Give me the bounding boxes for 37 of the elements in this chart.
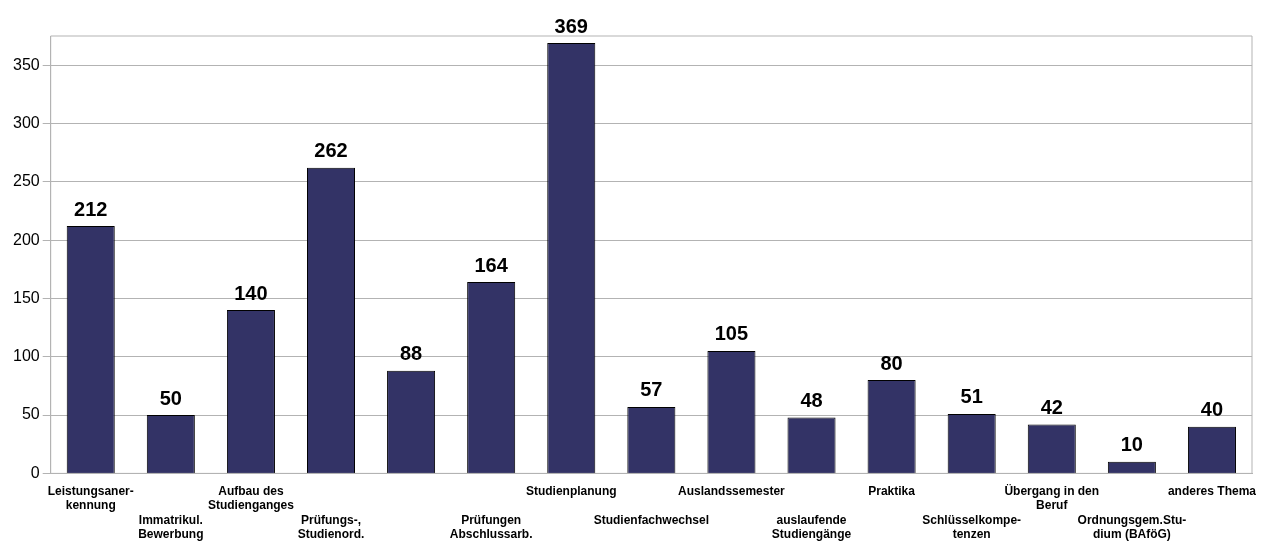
x-tick-label: Studienfachwechsel xyxy=(593,512,710,527)
x-tick-label: anderes Thema xyxy=(1167,483,1257,498)
y-tick-label: 0 xyxy=(30,463,40,481)
data-label: 212 xyxy=(74,197,108,220)
data-label: 48 xyxy=(800,388,823,411)
data-label: 105 xyxy=(714,322,749,345)
data-label: 40 xyxy=(1200,398,1224,421)
data-label: 10 xyxy=(1120,433,1143,456)
x-tick-label: auslaufende Studiengänge xyxy=(771,512,852,542)
x-tick-label: Schlüsselkompe- tenzen xyxy=(922,512,1022,542)
x-tick-label: Studienplanung xyxy=(525,483,617,498)
x-tick-label: Ordnungsgem.Stu- dium (BAföG) xyxy=(1077,512,1187,542)
x-tick-label: Aufbau des Studienganges xyxy=(207,483,295,513)
y-tick-label: 200 xyxy=(12,230,40,248)
data-label: 164 xyxy=(474,253,509,276)
y-tick-label: 250 xyxy=(12,172,40,190)
data-label: 57 xyxy=(640,378,663,401)
data-label: 140 xyxy=(234,281,268,304)
x-tick-label: Prüfungs-, Studienord. xyxy=(297,512,365,542)
data-label: 51 xyxy=(960,385,983,408)
y-tick-label: 150 xyxy=(12,288,40,306)
data-label: 262 xyxy=(314,139,348,162)
x-tick-label: Immatrikul. Bewerbung xyxy=(138,512,204,542)
y-tick-label: 100 xyxy=(12,347,40,365)
data-label: 88 xyxy=(399,342,423,365)
data-label: 369 xyxy=(554,14,588,37)
x-tick-label: Praktika xyxy=(868,483,916,498)
data-label: 80 xyxy=(880,351,903,374)
x-tick-label: Übergang in den Beruf xyxy=(1004,482,1100,513)
x-tick-label: Leistungsaner- kennung xyxy=(47,483,134,513)
x-tick-label: Auslandssemester xyxy=(678,483,786,498)
y-tick-label: 50 xyxy=(21,405,40,423)
y-tick-label: 300 xyxy=(12,113,40,131)
y-tick-label: 350 xyxy=(12,55,40,73)
x-tick-label: Prüfungen Abschlussarb. xyxy=(449,512,533,542)
data-label: 42 xyxy=(1040,395,1063,418)
data-label: 50 xyxy=(159,386,182,409)
